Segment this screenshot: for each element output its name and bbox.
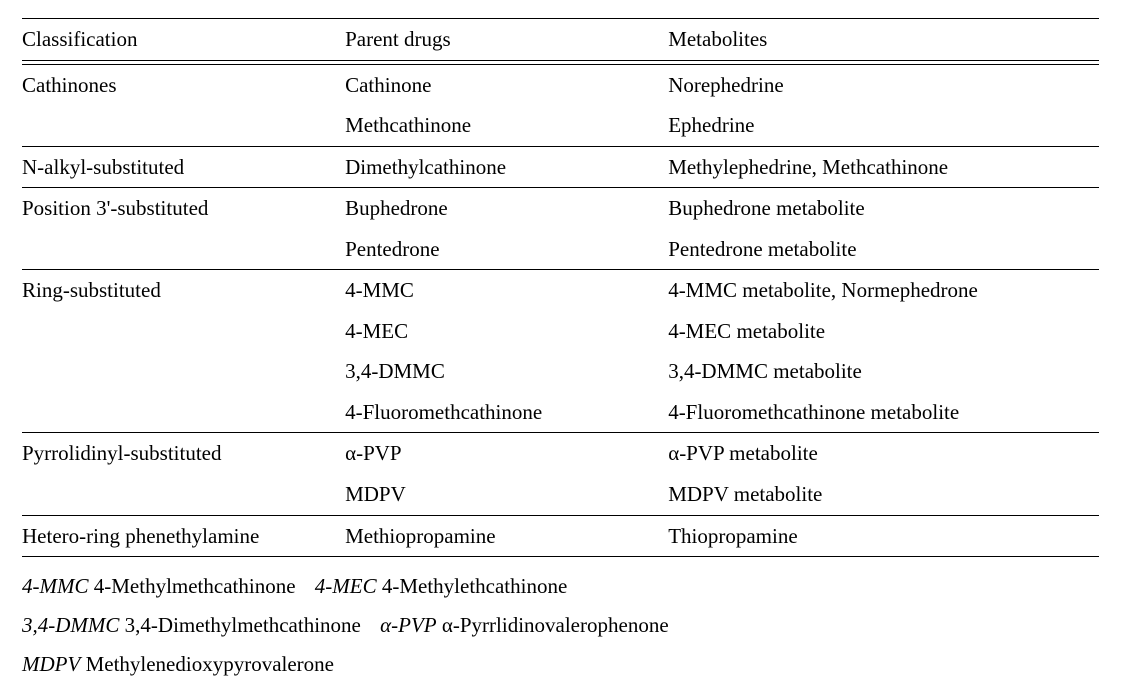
abbr: 4-MEC — [315, 574, 377, 598]
abbr: 4-MMC — [22, 574, 89, 598]
table-row: 3,4-DMMC 3,4-DMMC metabolite — [22, 351, 1099, 392]
cell-classification-empty — [22, 105, 345, 146]
page-root: Classification Parent drugs Metabolites … — [0, 0, 1121, 698]
col-header-classification: Classification — [22, 19, 345, 61]
cell-parent: 4-MEC — [345, 311, 668, 352]
cell-parent: MDPV — [345, 474, 668, 515]
cell-classification: Position 3'-substituted — [22, 188, 345, 229]
cell-classification: Pyrrolidinyl-substituted — [22, 433, 345, 474]
cell-metabolite: α-PVP metabolite — [668, 433, 1099, 474]
cell-classification: N-alkyl-substituted — [22, 146, 345, 188]
cell-metabolite: 3,4-DMMC metabolite — [668, 351, 1099, 392]
abbr: 3,4-DMMC — [22, 613, 119, 637]
table-row: Cathinones Cathinone Norephedrine — [22, 65, 1099, 106]
cell-metabolite: Buphedrone metabolite — [668, 188, 1099, 229]
cell-parent: 4-MMC — [345, 270, 668, 311]
cell-metabolite: 4-MEC metabolite — [668, 311, 1099, 352]
cell-parent: Pentedrone — [345, 229, 668, 270]
cell-classification-empty — [22, 229, 345, 270]
cell-parent: 3,4-DMMC — [345, 351, 668, 392]
table-row: Pentedrone Pentedrone metabolite — [22, 229, 1099, 270]
cell-metabolite: Ephedrine — [668, 105, 1099, 146]
cell-metabolite: Thiopropamine — [668, 515, 1099, 557]
cell-parent: α-PVP — [345, 433, 668, 474]
cell-parent: Buphedrone — [345, 188, 668, 229]
abbr-def: 3,4-Dimethylmethcathinone — [125, 613, 361, 637]
col-header-metabolites: Metabolites — [668, 19, 1099, 61]
table-header-row: Classification Parent drugs Metabolites — [22, 19, 1099, 61]
footnotes: 4-MMC 4-Methylmethcathinone 4-MEC 4-Meth… — [22, 567, 1099, 684]
table-row: 4-MEC 4-MEC metabolite — [22, 311, 1099, 352]
abbr-def: α-Pyrrlidinovalerophenone — [442, 613, 669, 637]
drug-table: Classification Parent drugs Metabolites … — [22, 18, 1099, 557]
cell-classification-empty — [22, 392, 345, 433]
table-row: 4-Fluoromethcathinone 4-Fluoromethcathin… — [22, 392, 1099, 433]
cell-metabolite: MDPV metabolite — [668, 474, 1099, 515]
col-header-parent-drugs: Parent drugs — [345, 19, 668, 61]
cell-classification-empty — [22, 351, 345, 392]
cell-parent: Cathinone — [345, 65, 668, 106]
cell-parent: Methcathinone — [345, 105, 668, 146]
cell-parent: Methiopropamine — [345, 515, 668, 557]
cell-metabolite: Norephedrine — [668, 65, 1099, 106]
footnote-line: MDPV Methylenedioxypyrovalerone — [22, 645, 1099, 684]
abbr-def: 4-Methylmethcathinone — [94, 574, 296, 598]
table-row: Ring-substituted 4-MMC 4-MMC metabolite,… — [22, 270, 1099, 311]
footnote-line: 3,4-DMMC 3,4-Dimethylmethcathinone α-PVP… — [22, 606, 1099, 645]
table-row: Hetero-ring phenethylamine Methiopropami… — [22, 515, 1099, 557]
abbr-def: Methylenedioxypyrovalerone — [86, 652, 334, 676]
table-row: N-alkyl-substituted Dimethylcathinone Me… — [22, 146, 1099, 188]
cell-metabolite: 4-MMC metabolite, Normephedrone — [668, 270, 1099, 311]
abbr-def: 4-Methylethcathinone — [382, 574, 567, 598]
cell-classification: Hetero-ring phenethylamine — [22, 515, 345, 557]
cell-metabolite: 4-Fluoromethcathinone metabolite — [668, 392, 1099, 433]
table-row: Position 3'-substituted Buphedrone Buphe… — [22, 188, 1099, 229]
cell-classification: Cathinones — [22, 65, 345, 106]
cell-metabolite: Pentedrone metabolite — [668, 229, 1099, 270]
cell-metabolite: Methylephedrine, Methcathinone — [668, 146, 1099, 188]
cell-classification-empty — [22, 474, 345, 515]
cell-parent: 4-Fluoromethcathinone — [345, 392, 668, 433]
abbr: MDPV — [22, 652, 80, 676]
cell-classification: Ring-substituted — [22, 270, 345, 311]
abbr: α-PVP — [380, 613, 437, 637]
cell-classification-empty — [22, 311, 345, 352]
cell-parent: Dimethylcathinone — [345, 146, 668, 188]
table-row: Methcathinone Ephedrine — [22, 105, 1099, 146]
footnote-line: 4-MMC 4-Methylmethcathinone 4-MEC 4-Meth… — [22, 567, 1099, 606]
table-row: MDPV MDPV metabolite — [22, 474, 1099, 515]
table-row: Pyrrolidinyl-substituted α-PVP α-PVP met… — [22, 433, 1099, 474]
